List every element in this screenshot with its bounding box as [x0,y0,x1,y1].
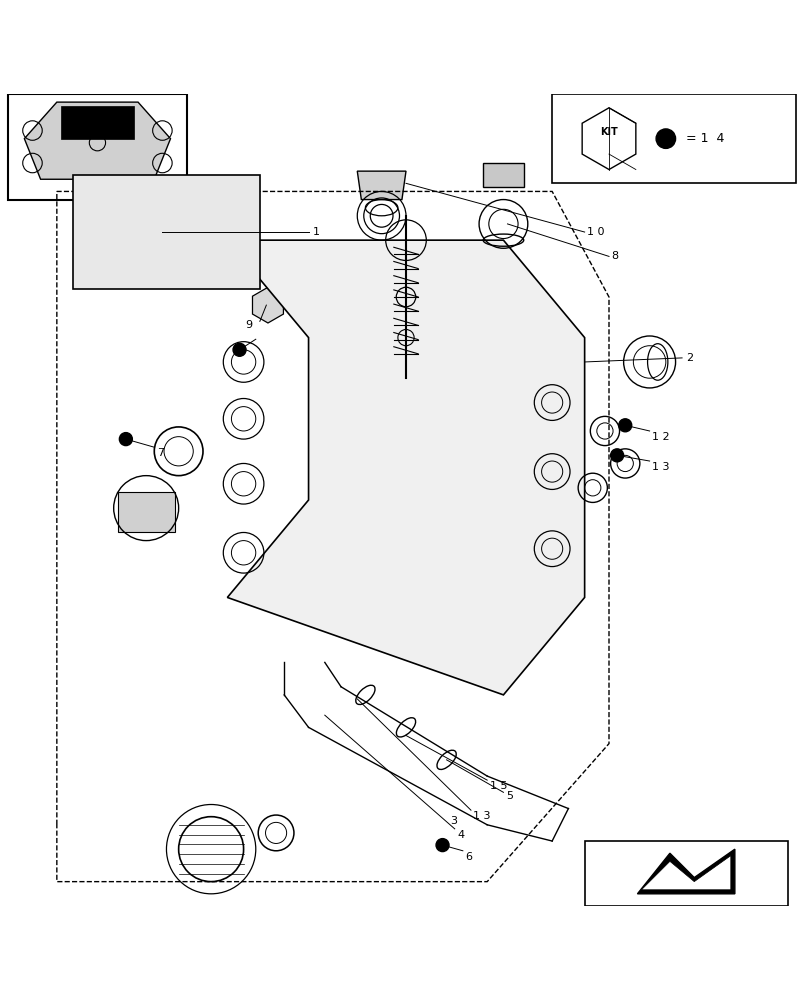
Text: 8: 8 [611,251,618,261]
Polygon shape [252,287,283,323]
Text: 5: 5 [505,791,513,801]
Text: 1: 1 [312,227,320,237]
Bar [483,163,523,187]
Polygon shape [24,102,170,179]
Text: 4: 4 [457,830,464,840]
Text: 2: 2 [685,353,693,363]
Circle shape [655,129,675,148]
Text: 1 5: 1 5 [489,781,507,791]
Bar [584,841,787,906]
Bar [8,94,187,200]
Circle shape [618,419,631,432]
Text: 9: 9 [245,320,252,330]
Polygon shape [581,108,635,170]
Text: 7: 7 [157,448,164,458]
Text: = 1  4: = 1 4 [685,132,723,145]
Text: 1 2: 1 2 [651,432,669,442]
Polygon shape [227,240,584,695]
Text: 6: 6 [465,852,472,862]
Polygon shape [637,849,734,894]
Text: 3: 3 [450,816,457,826]
Circle shape [436,839,448,852]
Polygon shape [357,171,406,200]
Circle shape [119,433,132,446]
Polygon shape [73,175,260,289]
Text: 1 0: 1 0 [586,227,604,237]
Circle shape [233,343,246,356]
Text: KIT: KIT [599,127,617,137]
Bar [118,492,174,532]
Polygon shape [641,856,730,890]
Circle shape [610,449,623,462]
Text: 1 3: 1 3 [473,811,491,821]
Bar [551,94,795,183]
Bar [61,106,134,139]
Text: 1 3: 1 3 [651,462,669,472]
